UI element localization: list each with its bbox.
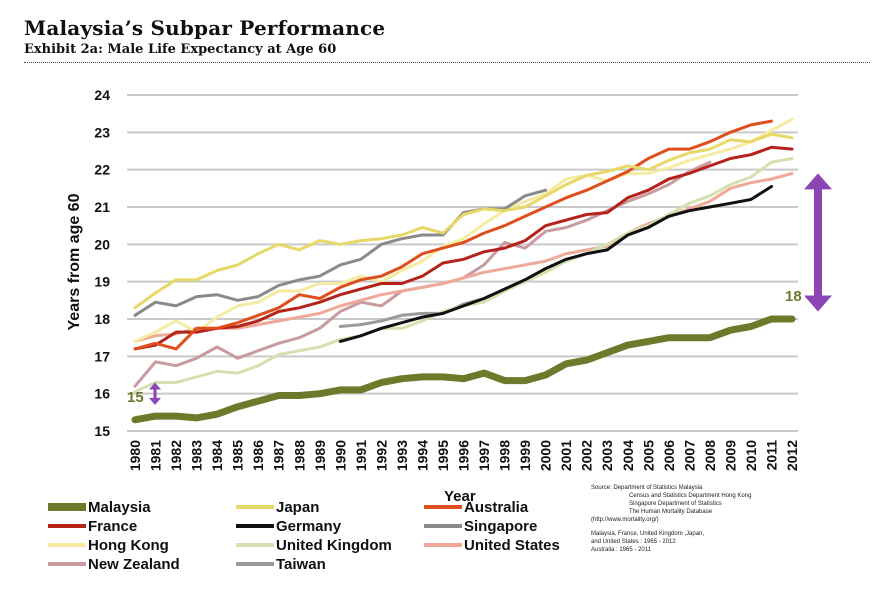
chart-legend: Malaysia Japan Australia France Germany Singa… <box>48 499 560 573</box>
y-axis-label: Years from age 60 <box>66 193 83 330</box>
y-tick-label: 22 <box>94 162 110 178</box>
y-axis-ticks: 15 16 17 18 19 20 21 22 23 24 <box>94 87 110 439</box>
y-tick-label: 21 <box>94 199 110 215</box>
source-line: (http://www.mortality.org/) <box>591 517 659 523</box>
legend-label: United Kingdom <box>276 537 392 554</box>
x-tick-label: 1995 <box>435 440 451 471</box>
source-line: Malaysia, France, United Kingdom ,Japan, <box>591 531 705 537</box>
chart-subtitle: Exhibit 2a: Male Life Expectancy at Age … <box>24 42 337 57</box>
annotation-arrow-head <box>149 382 161 390</box>
series-line-france <box>133 145 794 351</box>
legend-label: New Zealand <box>88 556 180 573</box>
x-tick-label: 1994 <box>414 440 430 471</box>
series-line-new-zealand <box>133 160 712 388</box>
annotation-arrow-head <box>804 295 832 312</box>
x-tick-label: 1999 <box>517 440 533 471</box>
legend-label: Malaysia <box>88 499 151 516</box>
annotation-label: 15 <box>127 389 144 406</box>
y-tick-label: 19 <box>94 274 110 290</box>
source-note: Source: Department of Statistics Malaysi… <box>591 484 831 554</box>
x-tick-label: 2001 <box>558 440 574 471</box>
x-tick-label: 2005 <box>640 440 656 471</box>
x-tick-label: 1992 <box>373 440 389 471</box>
annotation-label: 18 <box>785 288 802 305</box>
x-tick-label: 2007 <box>681 440 697 471</box>
y-tick-label: 24 <box>94 87 110 103</box>
x-tick-label: 1982 <box>168 440 184 471</box>
header-divider <box>24 62 870 63</box>
annotation-arrow-head <box>149 397 161 405</box>
series-line-malaysia <box>131 315 796 424</box>
source-line: Australia : 1965 - 2011 <box>591 547 651 553</box>
x-tick-label: 2000 <box>538 440 554 471</box>
legend-label: Japan <box>276 499 319 516</box>
x-tick-label: 1993 <box>394 440 410 471</box>
series-line-hong-kong <box>133 117 794 343</box>
x-tick-label: 1988 <box>291 440 307 471</box>
chart-series <box>131 117 796 424</box>
legend-label: Australia <box>464 499 529 516</box>
x-tick-label: 1998 <box>497 440 513 471</box>
series-line-germany <box>338 185 773 343</box>
y-tick-label: 23 <box>94 124 110 140</box>
x-tick-label: 1985 <box>230 440 246 471</box>
legend-label: Germany <box>276 518 342 535</box>
legend-label: United States <box>464 537 560 554</box>
x-axis-ticks: 1980 1981 1982 1983 1984 1985 1986 1987 1988 1989… <box>127 440 800 471</box>
x-tick-label: 2010 <box>743 440 759 471</box>
source-line: Singapore Department of Statistics <box>629 501 722 507</box>
y-tick-label: 18 <box>94 311 110 327</box>
x-axis-label: Year <box>444 488 476 505</box>
chart-gridlines <box>127 94 798 432</box>
x-tick-label: 2009 <box>722 440 738 471</box>
legend-label: Singapore <box>464 518 537 535</box>
x-tick-label: 1980 <box>127 440 143 471</box>
x-tick-label: 1983 <box>189 440 205 471</box>
y-tick-label: 17 <box>94 348 110 364</box>
x-tick-label: 2006 <box>661 440 677 471</box>
x-tick-label: 1996 <box>456 440 472 471</box>
x-tick-label: 1984 <box>209 440 225 471</box>
legend-label: Taiwan <box>276 556 326 573</box>
page-title: Malaysia’s Subpar Performance <box>24 16 386 40</box>
series-line-japan <box>133 132 794 310</box>
source-line: The Human Mortality Database <box>629 509 713 515</box>
y-tick-label: 16 <box>94 386 110 402</box>
source-line: and United States : 1965 - 2012 <box>591 539 676 545</box>
y-tick-label: 15 <box>94 423 110 439</box>
legend-label: Hong Kong <box>88 537 169 554</box>
x-tick-label: 1991 <box>353 440 369 471</box>
x-tick-label: 1981 <box>148 440 164 471</box>
x-tick-label: 2011 <box>763 440 779 471</box>
x-tick-label: 1987 <box>271 440 287 471</box>
series-line-australia <box>133 119 773 351</box>
x-tick-label: 1986 <box>250 440 266 471</box>
series-line-united-states <box>133 171 794 343</box>
x-tick-label: 2003 <box>599 440 615 471</box>
x-tick-label: 2004 <box>620 440 636 471</box>
annotation-arrow-head <box>804 173 832 190</box>
x-tick-label: 2012 <box>784 440 800 471</box>
x-tick-label: 2008 <box>702 440 718 471</box>
x-tick-label: 1990 <box>332 440 348 471</box>
legend-label: France <box>88 518 137 535</box>
y-tick-label: 20 <box>94 236 110 252</box>
source-line: Census and Statistics Department Hong Ko… <box>629 493 752 499</box>
x-tick-label: 2002 <box>579 440 595 471</box>
x-tick-label: 1997 <box>476 440 492 471</box>
x-tick-label: 1989 <box>312 440 328 471</box>
source-line: Source: Department of Statistics Malaysi… <box>591 485 703 491</box>
